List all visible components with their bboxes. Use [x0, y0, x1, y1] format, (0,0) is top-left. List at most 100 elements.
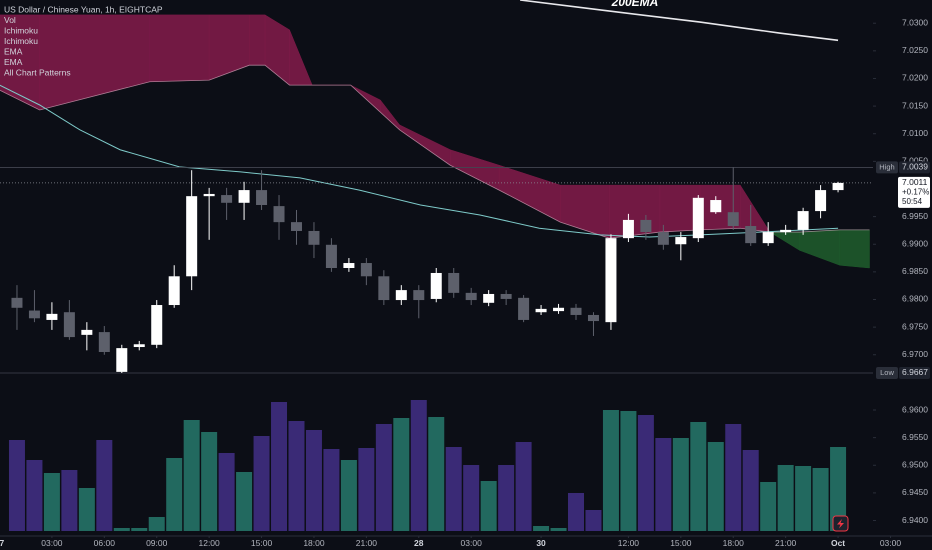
candle-body [465, 292, 477, 301]
volume-bar [602, 410, 619, 531]
alert-icon[interactable] [832, 515, 849, 532]
volume-bar [358, 448, 375, 531]
volume-bar [78, 488, 95, 531]
candle-body [692, 197, 704, 239]
volume-bar [183, 420, 200, 531]
y-tick-label: 7.0100 [902, 128, 928, 138]
time-axis-band [0, 536, 932, 550]
volume-bar [61, 470, 78, 531]
legend-item: Vol [4, 15, 16, 25]
candle-body [238, 190, 250, 203]
low-value: 6.9667 [902, 367, 928, 377]
candle-body [290, 222, 302, 231]
y-tick-label: 6.9500 [902, 460, 928, 470]
candle-body [762, 232, 774, 244]
candle-body [256, 190, 268, 206]
x-tick-label: 09:00 [146, 538, 168, 548]
ema-line [520, 0, 839, 42]
y-tick-label: 7.0200 [902, 73, 928, 83]
candle-body [378, 276, 390, 301]
annotation: 200EMA [611, 0, 659, 9]
x-tick-label: 18:00 [723, 538, 745, 548]
volume-bar [236, 472, 253, 531]
last-price-box [898, 176, 930, 208]
candle-body [133, 344, 145, 348]
cloud-fill [608, 184, 661, 239]
y-tick-label: 7.0250 [902, 45, 928, 55]
volume-bar [305, 430, 322, 531]
candle-body [727, 212, 739, 227]
y-tick-label: 6.9750 [902, 321, 928, 331]
candle-body [11, 297, 23, 308]
volume-bar [725, 424, 742, 531]
high-tag-label: High [879, 162, 894, 171]
volume-bar [201, 432, 218, 531]
volume-bar [8, 440, 25, 531]
volume-bar [113, 528, 130, 531]
price-lines [0, 167, 873, 374]
x-tick-label: 03:00 [461, 538, 483, 548]
candle-body [203, 193, 215, 197]
y-tick-label: 6.9800 [902, 294, 928, 304]
x-tick-label: 21:00 [775, 538, 797, 548]
candle-body [116, 348, 128, 372]
axes: 7.0300 7.0250 7.0200 7.0150 7.0100 7.0050 6.99… [0, 17, 930, 548]
candle-body [98, 332, 110, 352]
volume-bar [375, 424, 392, 531]
candle-body [395, 290, 407, 301]
candle-body [151, 305, 163, 345]
volume-bar [830, 447, 847, 531]
plot [0, 0, 873, 531]
volume-bar [672, 438, 689, 531]
candle-body [745, 226, 757, 244]
volume-bar [620, 411, 637, 531]
volume-bar [707, 442, 724, 531]
y-tick-label: 6.9550 [902, 432, 928, 442]
y-tick-label: 7.0300 [902, 17, 928, 27]
x-tick-label: Oct [831, 538, 845, 548]
y-tick-label: 6.9450 [902, 487, 928, 497]
volume-bar [637, 415, 654, 531]
volume-bar [568, 493, 585, 531]
y-tick-label: 6.9950 [902, 211, 928, 221]
volume-bar [323, 449, 340, 531]
volume-bar [533, 526, 550, 531]
candle-body [28, 310, 40, 319]
y-tick-label: 6.9700 [902, 349, 928, 359]
y-tick-label: 7.0150 [902, 100, 928, 110]
volume-bar [515, 442, 532, 531]
x-tick-label: 03:00 [880, 538, 902, 548]
candle-body [570, 307, 582, 315]
low-tag-label: Low [880, 368, 894, 377]
volume-bar [253, 436, 270, 531]
candle-body [535, 308, 547, 313]
ema-line [0, 84, 839, 238]
candle-body [413, 290, 425, 301]
x-tick-label: 12:00 [198, 538, 220, 548]
candle-body [780, 229, 792, 233]
volume-bar [480, 481, 497, 531]
candle-body [168, 276, 180, 306]
legend: US Dollar / Chinese Yuan, 1h, EIGHTCAP V… [4, 4, 163, 77]
countdown: 50:54 [902, 197, 923, 206]
candle-body [500, 293, 512, 299]
volume-bar [148, 517, 165, 531]
volume-bar [550, 528, 567, 531]
volume-bar [812, 468, 829, 531]
volume-bar [690, 422, 707, 531]
volume-bar [795, 466, 812, 531]
volume-bar [445, 447, 462, 531]
legend-item: EMA [4, 46, 23, 56]
legend-item: Ichimoku [4, 36, 38, 46]
volume-bar [428, 417, 445, 531]
y-tick-label: 6.9900 [902, 238, 928, 248]
volume-bar [26, 460, 43, 531]
candle-body [81, 329, 93, 335]
volume-bar [218, 453, 235, 531]
legend-item: Ichimoku [4, 25, 38, 35]
volume-bar [288, 421, 305, 531]
candle-body [605, 238, 617, 323]
candle-body [518, 297, 530, 320]
